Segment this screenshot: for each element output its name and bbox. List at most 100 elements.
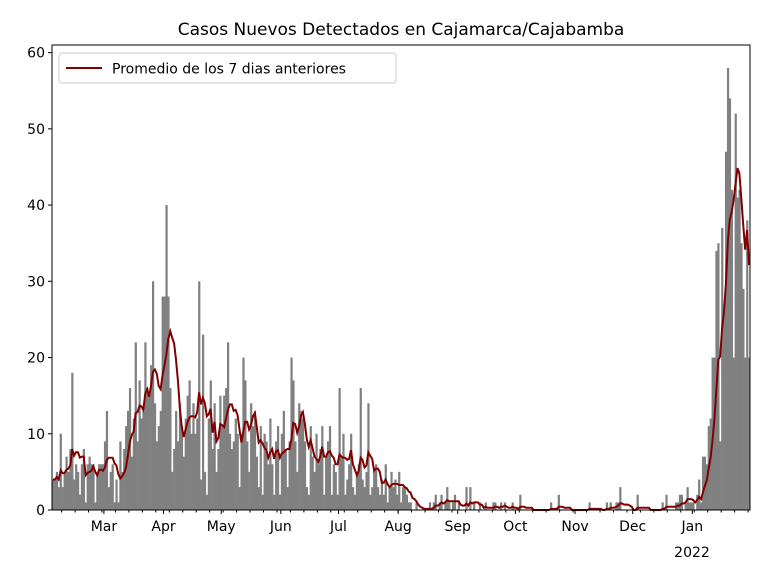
bar — [161, 296, 164, 510]
y-tick-label: 30 — [27, 274, 45, 290]
bar — [746, 220, 749, 510]
bar — [196, 418, 199, 510]
bar — [192, 403, 195, 510]
bar — [588, 502, 591, 510]
bar — [86, 464, 89, 510]
bar — [519, 494, 522, 510]
bar — [211, 449, 214, 510]
bar — [390, 471, 393, 510]
bar — [71, 372, 74, 510]
bar — [115, 479, 118, 510]
bar — [332, 464, 335, 510]
bar — [178, 403, 182, 510]
bar — [248, 471, 251, 510]
bar — [205, 494, 209, 510]
bar — [253, 410, 257, 510]
bar — [678, 494, 682, 510]
bar — [550, 502, 553, 510]
bar — [250, 403, 253, 510]
bar — [350, 433, 353, 510]
chart-title: Casos Nuevos Detectados en Cajamarca/Caj… — [178, 20, 625, 40]
bar — [269, 418, 272, 510]
bar — [700, 502, 703, 510]
bar — [53, 479, 57, 510]
bar — [298, 403, 301, 510]
bar — [309, 426, 312, 510]
bar — [226, 342, 230, 510]
bar — [78, 494, 82, 510]
bar — [415, 502, 418, 510]
bar — [286, 487, 289, 510]
bar — [57, 487, 60, 510]
bar — [740, 243, 743, 510]
bar — [259, 426, 262, 510]
bar — [444, 502, 447, 510]
bar — [200, 479, 203, 510]
bar — [457, 502, 460, 510]
bar — [330, 494, 334, 510]
legend: Promedio de los 7 dias anteriores — [58, 52, 397, 84]
bar — [376, 487, 380, 510]
bar — [313, 471, 316, 510]
bar — [340, 456, 343, 510]
x-tick-label: Jun — [269, 519, 292, 535]
bar — [251, 426, 255, 510]
bar — [188, 380, 191, 510]
bar — [296, 471, 299, 510]
bar — [76, 471, 80, 510]
bar — [317, 464, 320, 510]
bar — [175, 410, 178, 510]
bar — [134, 342, 137, 510]
bar — [140, 418, 143, 510]
bar — [244, 380, 247, 510]
x-year-label: 2022 — [674, 545, 710, 561]
y-axis: 0 10 20 30 40 50 60 — [27, 46, 52, 519]
bar — [382, 494, 385, 510]
bar — [230, 449, 234, 510]
bar — [311, 456, 314, 510]
bar — [446, 487, 449, 510]
bar — [275, 441, 278, 510]
bar — [292, 380, 295, 510]
bar — [163, 296, 166, 510]
bar — [401, 487, 405, 510]
x-tick-label: Nov — [561, 519, 588, 535]
bar — [400, 502, 403, 510]
bar — [221, 426, 224, 510]
bar — [103, 441, 107, 510]
bar — [80, 464, 84, 510]
bar — [142, 410, 145, 510]
bar — [744, 357, 747, 510]
bar — [409, 502, 412, 510]
bar — [371, 487, 374, 510]
bar — [82, 449, 85, 510]
bar — [126, 410, 130, 510]
bar — [338, 388, 341, 510]
bar — [701, 456, 705, 510]
bar — [69, 449, 72, 510]
bar — [605, 502, 609, 510]
bar — [240, 433, 243, 510]
bar — [344, 494, 347, 510]
bar — [346, 479, 349, 510]
bar — [94, 502, 97, 510]
bar — [351, 487, 355, 510]
bar — [130, 456, 134, 510]
plot-frame — [51, 44, 751, 511]
bar — [96, 471, 99, 510]
bars — [52, 67, 751, 511]
bar — [225, 388, 228, 510]
bar — [228, 433, 232, 510]
bar — [132, 418, 135, 510]
bar — [194, 433, 197, 510]
bar — [405, 494, 409, 510]
bar — [736, 197, 739, 510]
bar — [55, 471, 59, 510]
bar — [438, 502, 441, 510]
bar — [280, 433, 284, 510]
bar — [478, 502, 482, 510]
bar — [396, 494, 399, 510]
bar — [136, 441, 139, 510]
bar — [215, 471, 218, 510]
